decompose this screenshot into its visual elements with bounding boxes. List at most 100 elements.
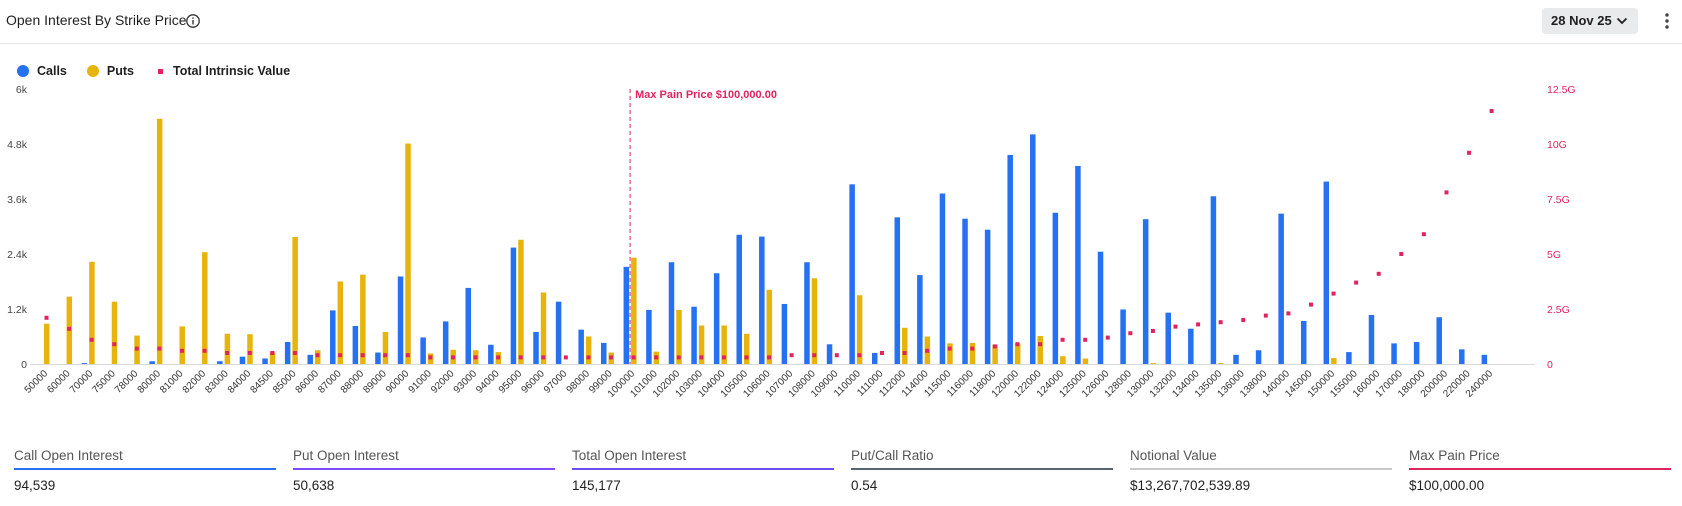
x-tick-label: 70000: [68, 368, 96, 396]
legend-item-puts[interactable]: Puts: [86, 64, 134, 78]
tiv-marker: [563, 355, 568, 360]
calls-bar: [375, 352, 381, 364]
calls-bar: [420, 337, 426, 364]
x-tick-label: 93000: [452, 368, 480, 396]
tiv-marker: [1150, 329, 1155, 333]
calls-bar: [1255, 350, 1262, 364]
calls-bar: [939, 193, 946, 364]
calls-bar: [1097, 251, 1104, 364]
legend-item-total-intrinsic-value[interactable]: Total Intrinsic Value: [154, 64, 290, 78]
tiv-marker: [1399, 252, 1404, 256]
tiv-marker: [112, 342, 117, 347]
tiv-marker: [609, 355, 613, 360]
calls-bar: [465, 287, 472, 364]
tiv-marker: [789, 353, 794, 358]
tiv-marker: [812, 353, 817, 358]
y-tick-label-right: 5G: [1547, 249, 1561, 261]
tiv-marker: [383, 353, 388, 358]
chart-legend: Calls Puts Total Intrinsic Value: [17, 62, 310, 80]
puts-bar: [992, 344, 998, 364]
y-tick-label-left: 2.4k: [7, 249, 28, 261]
legend-item-calls[interactable]: Calls: [17, 64, 67, 78]
stat-total-open-interest: Total Open Interest 145,177: [572, 446, 834, 493]
calls-bar: [1368, 314, 1375, 364]
puts-bar: [247, 334, 253, 364]
puts-bar: [156, 118, 163, 364]
tiv-marker: [631, 355, 636, 360]
info-icon[interactable]: [185, 13, 201, 29]
puts-bar: [111, 301, 118, 364]
x-tick-label: 50000: [23, 368, 51, 396]
legend-label-tiv: Total Intrinsic Value: [172, 64, 291, 78]
puts-bar: [1082, 358, 1089, 364]
tiv-marker: [315, 353, 320, 358]
tiv-marker: [1218, 320, 1223, 325]
stat-value: 94,539: [14, 478, 56, 493]
puts-legend-icon: [86, 65, 99, 77]
puts-bar: [631, 257, 637, 364]
puts-bar: [179, 326, 185, 364]
x-tick-label: 90000: [384, 368, 412, 396]
puts-bar: [1060, 356, 1066, 364]
calls-bar: [533, 331, 539, 364]
stat-put-open-interest: Put Open Interest 50,638: [293, 446, 555, 493]
puts-bar: [856, 295, 863, 364]
calls-bar: [217, 361, 223, 364]
puts-bar: [269, 352, 276, 364]
calls-bar: [578, 329, 584, 365]
tiv-legend-icon: [157, 68, 163, 74]
calls-bar: [1165, 312, 1171, 364]
x-tick-label: 78000: [113, 368, 141, 396]
tiv-marker: [1286, 311, 1291, 316]
tiv-marker: [450, 355, 455, 360]
puts-bar: [44, 323, 50, 364]
calls-bar: [1300, 320, 1307, 364]
stat-value: 50,638: [293, 478, 335, 493]
puts-bar: [902, 327, 908, 364]
calls-bar: [1030, 134, 1036, 365]
calls-bar: [1278, 213, 1284, 364]
calls-bar: [1391, 343, 1397, 365]
puts-bar: [585, 336, 592, 364]
stat-max-pain-price: Max Pain Price $100,000.00: [1409, 446, 1671, 493]
stat-put-call-ratio: Put/Call Ratio 0.54: [851, 446, 1113, 493]
stat-value: $100,000.00: [1409, 478, 1485, 493]
tiv-marker: [1015, 342, 1020, 347]
puts-bar: [969, 342, 976, 364]
tiv-marker: [179, 348, 184, 353]
puts-bar: [405, 143, 411, 364]
x-tick-label: 98000: [565, 368, 593, 396]
calls-bar: [1188, 328, 1194, 364]
chart-title: Open Interest By Strike Price: [6, 12, 187, 28]
stat-underline: [1130, 468, 1392, 470]
calls-bar: [262, 358, 268, 364]
tiv-marker: [1308, 302, 1313, 307]
stat-underline: [1409, 468, 1671, 470]
y-tick-label-left: 0: [21, 359, 27, 371]
y-tick-label-right: 12.5G: [1547, 85, 1576, 96]
calls-bar: [691, 306, 697, 364]
x-tick-label: 81000: [158, 368, 186, 396]
more-options-icon[interactable]: [1664, 11, 1670, 31]
puts-bar: [1218, 363, 1224, 364]
tiv-marker: [1489, 109, 1494, 113]
calls-bar: [668, 262, 675, 364]
expiry-date-dropdown[interactable]: 28 Nov 25: [1542, 8, 1638, 34]
legend-label-calls: Calls: [37, 64, 67, 78]
calls-bar: [397, 276, 404, 364]
x-tick-label: 84500: [248, 368, 276, 396]
tiv-marker: [1421, 232, 1426, 237]
stat-label: Max Pain Price: [1409, 448, 1500, 463]
tiv-marker: [292, 351, 297, 355]
stat-underline: [851, 468, 1113, 470]
calls-bar: [1346, 352, 1352, 364]
calls-bar: [1323, 181, 1330, 364]
puts-bar: [1331, 358, 1337, 364]
calls-bar: [555, 301, 562, 364]
calls-bar: [1481, 354, 1488, 364]
tiv-marker: [541, 355, 546, 360]
tiv-marker: [902, 351, 907, 355]
stat-underline: [14, 468, 276, 470]
stat-underline: [293, 468, 555, 470]
stats-row: Call Open Interest 94,539 Put Open Inter…: [14, 446, 1682, 506]
